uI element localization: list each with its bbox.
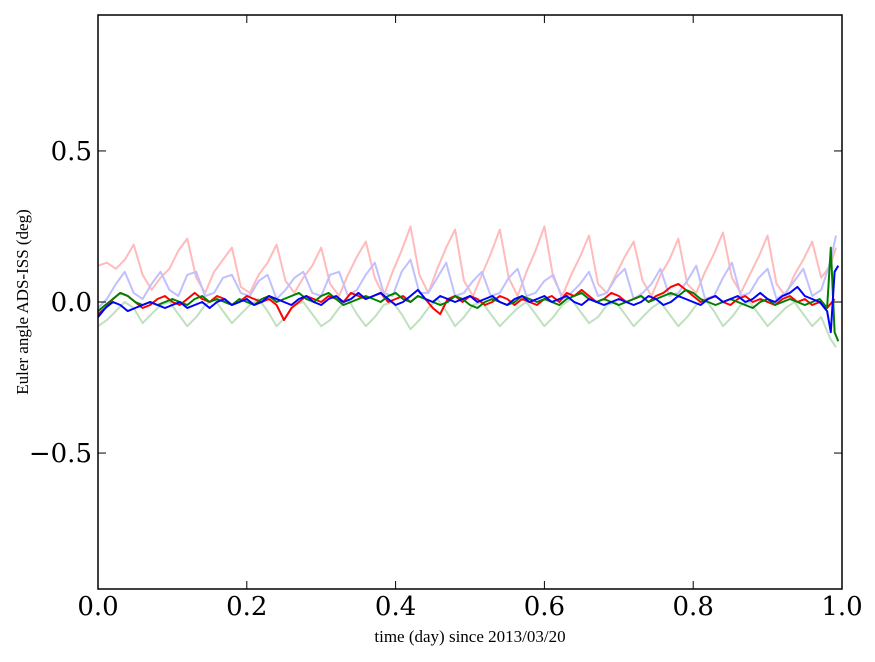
x-tick-label: 0.8 — [673, 592, 714, 622]
x-tick-label: 1.0 — [821, 592, 862, 622]
y-axis-label: Euler angle ADS-ISS (deg) — [13, 209, 32, 395]
series-line-2 — [97, 235, 837, 309]
x-tick-label: 0.0 — [77, 592, 118, 622]
y-tick-label: 0.5 — [51, 137, 92, 167]
x-tick-label: 0.6 — [524, 592, 565, 622]
y-tick-label: −0.5 — [29, 439, 92, 469]
x-axis-label: time (day) since 2013/03/20 — [374, 627, 565, 646]
ticks-layer: 0.0 0.2 0.4 0.6 0.8 1.0 −0.5 0.0 0.5 — [29, 15, 863, 622]
x-tick-label: 0.4 — [375, 592, 416, 622]
series-line-1 — [97, 225, 837, 297]
series-line-3 — [97, 298, 837, 348]
x-tick-label: 0.2 — [226, 592, 267, 622]
series-layer — [97, 225, 840, 348]
series-line-6 — [97, 265, 840, 334]
y-tick-label: 0.0 — [51, 288, 92, 318]
